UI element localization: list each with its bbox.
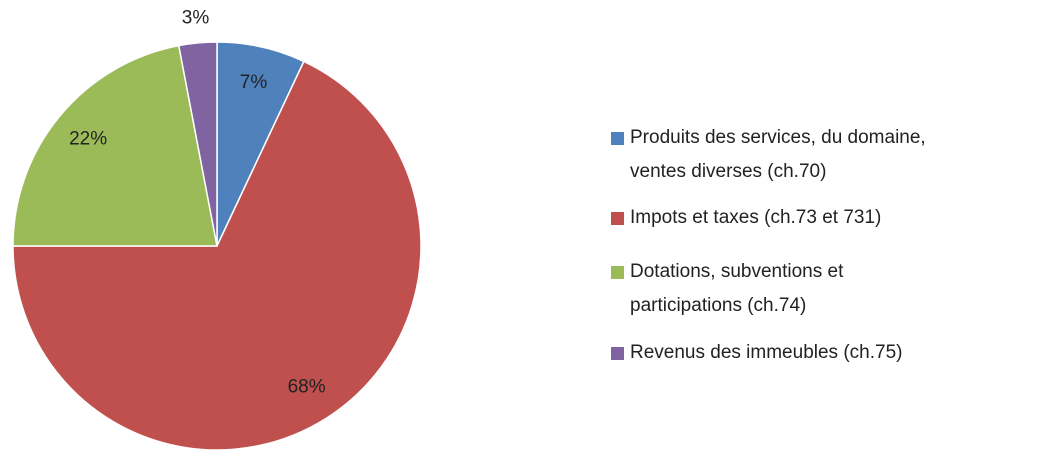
data-label: 22% bbox=[69, 128, 107, 149]
data-label: 68% bbox=[288, 376, 326, 397]
legend-label: Produits des services, du domaine, vente… bbox=[630, 127, 926, 182]
legend-swatch bbox=[611, 212, 624, 225]
pie-slice bbox=[177, 41, 218, 247]
pie-slice bbox=[12, 60, 422, 450]
legend-swatch bbox=[611, 266, 624, 279]
legend-label: Dotations, subventions et participations… bbox=[630, 261, 844, 316]
legend-entry: Impots et taxes (ch.73 et 731) bbox=[611, 201, 1031, 235]
data-label: 3% bbox=[182, 8, 210, 29]
legend-entry: Produits des services, du domaine, vente… bbox=[611, 121, 971, 189]
legend-swatch bbox=[611, 347, 624, 360]
data-label: 7% bbox=[240, 72, 268, 93]
legend-label: Revenus des immeubles (ch.75) bbox=[630, 342, 903, 363]
legend-entry: Dotations, subventions et participations… bbox=[611, 255, 911, 323]
legend-label: Impots et taxes (ch.73 et 731) bbox=[630, 207, 882, 228]
legend-swatch bbox=[611, 132, 624, 145]
pie-area: 7% 68% 22% 3% bbox=[12, 8, 422, 450]
legend-entry: Revenus des immeubles (ch.75) bbox=[611, 336, 1031, 370]
pie-slice bbox=[12, 44, 218, 247]
